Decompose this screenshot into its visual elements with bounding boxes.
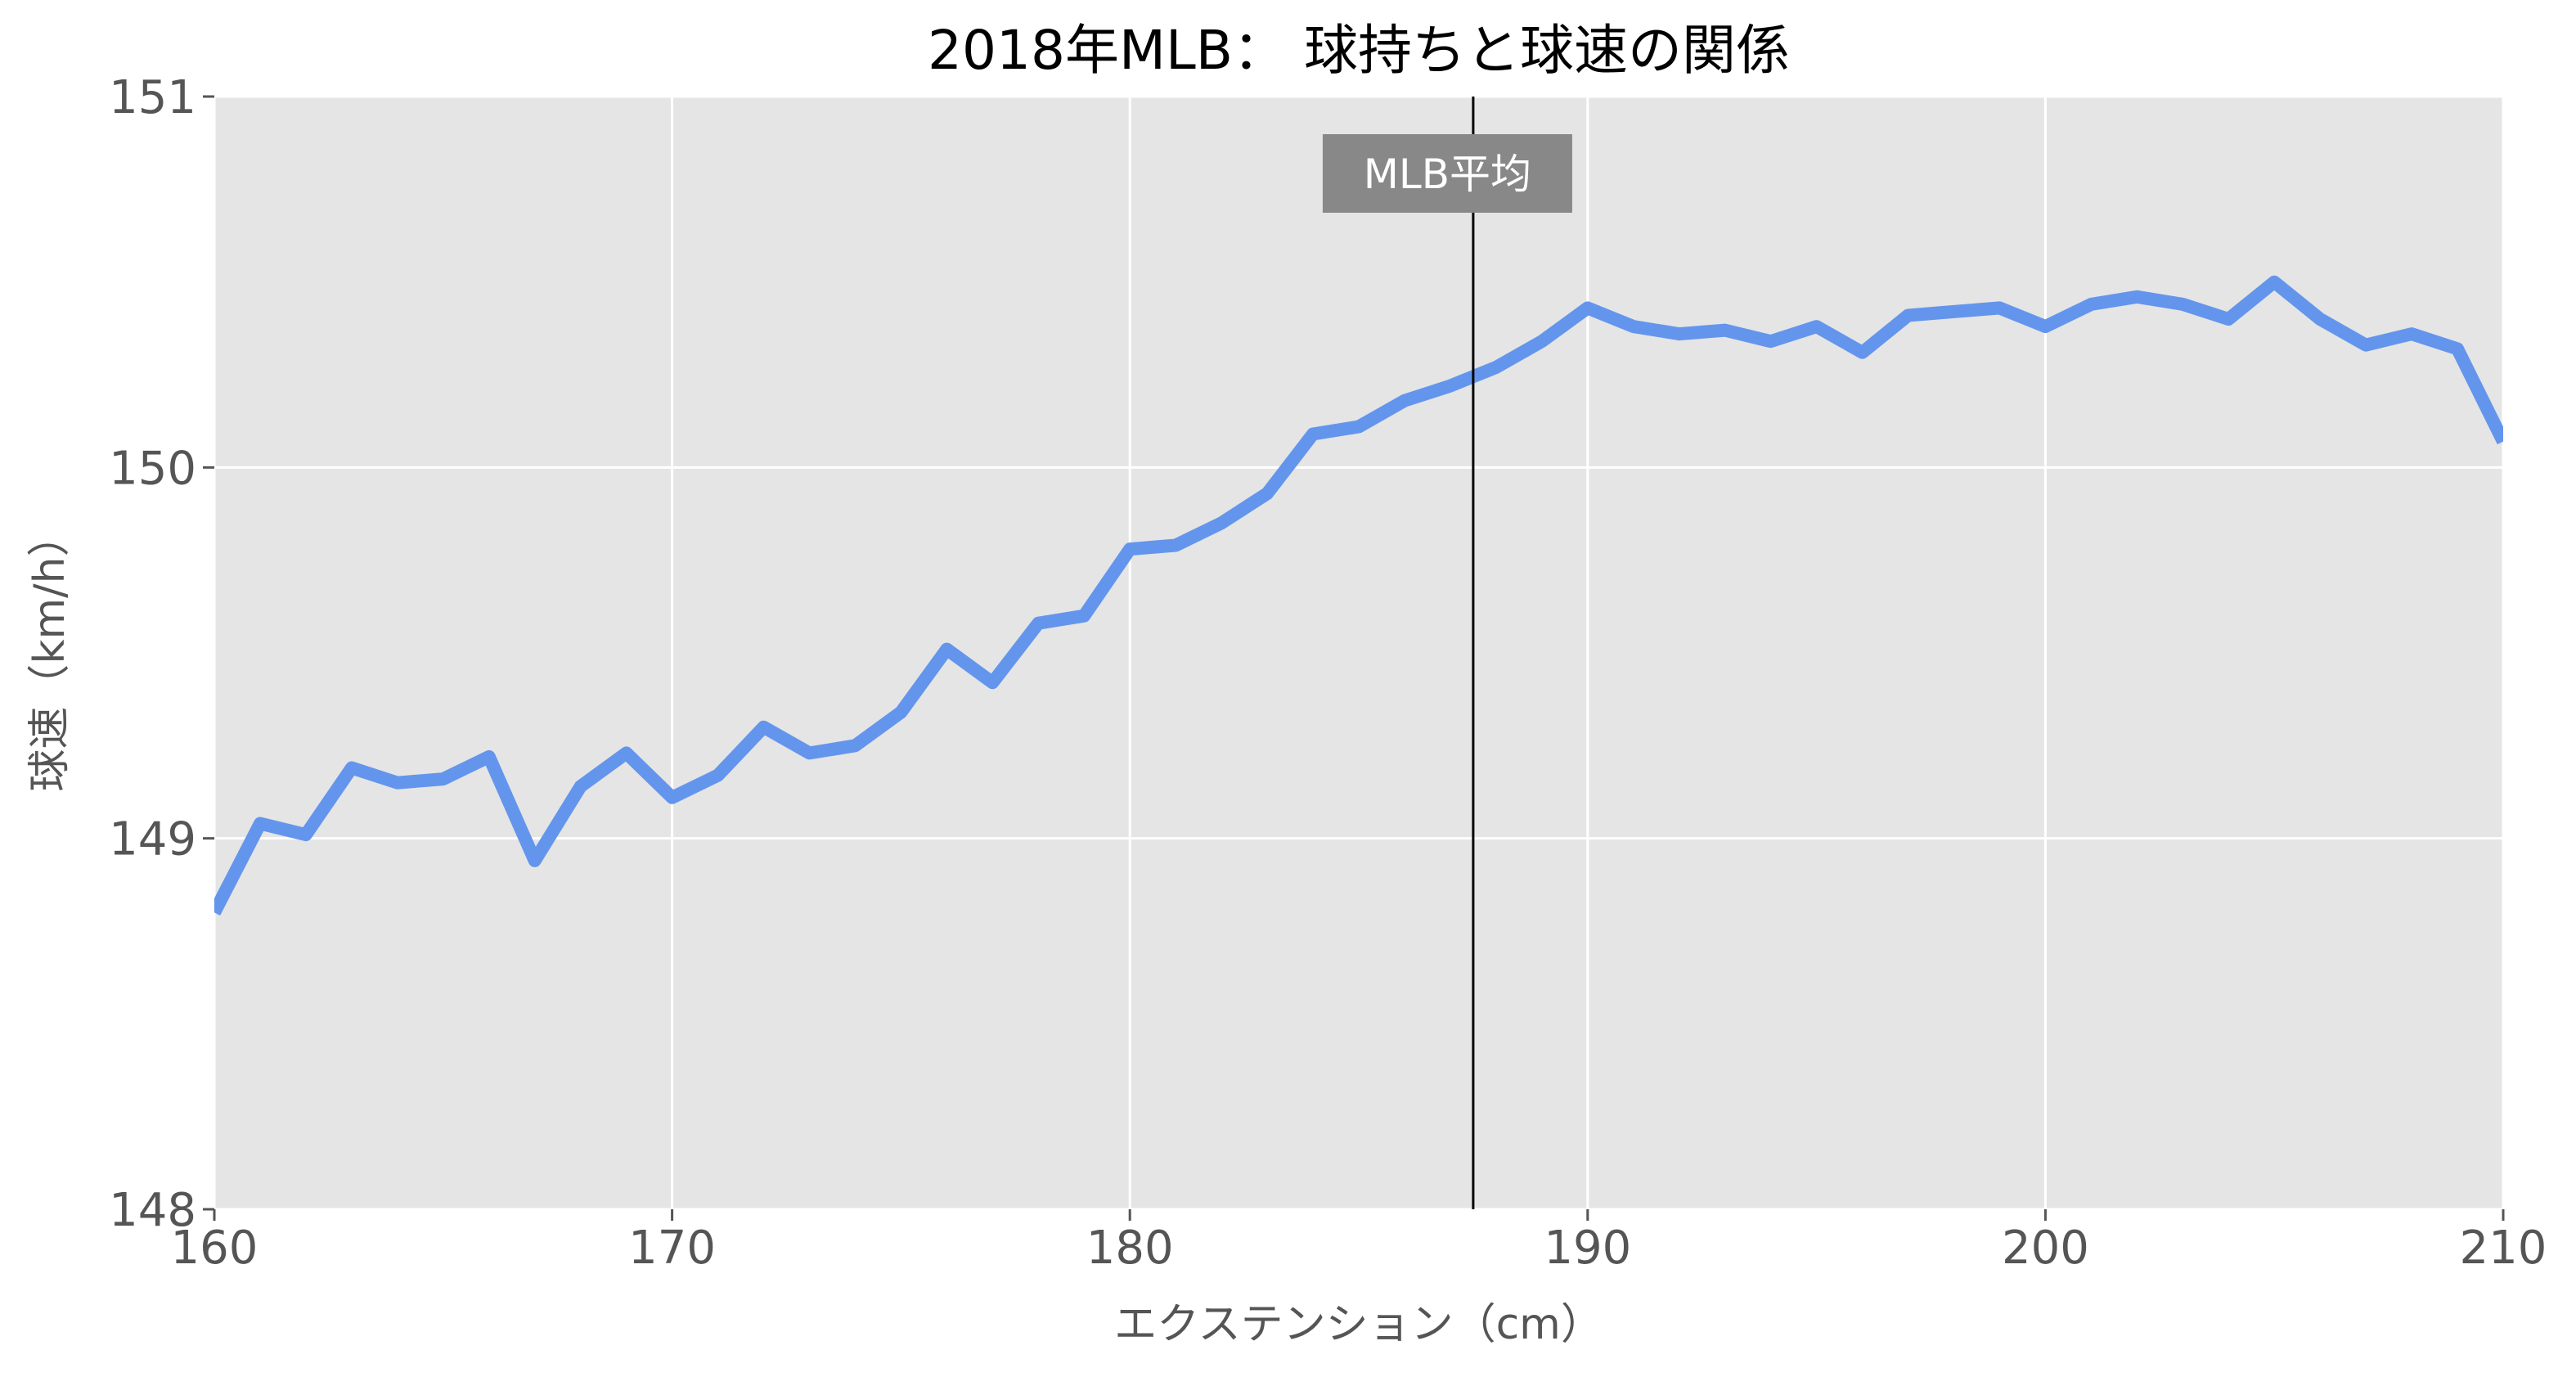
- series-line: [214, 275, 2503, 916]
- data-point: [2409, 331, 2414, 336]
- plot-background: [214, 97, 2503, 1209]
- data-point: [1173, 543, 1178, 548]
- series-layer: [212, 275, 2506, 916]
- data-point: [1127, 547, 1132, 551]
- data-point: [1081, 614, 1086, 619]
- data-point: [1997, 305, 2002, 310]
- y-tick-label: 151: [109, 71, 196, 124]
- data-point: [944, 646, 949, 651]
- data-point: [1860, 350, 1865, 355]
- axis-ticks: 160 170 180 190 200 210 148 149 150 151: [109, 71, 2547, 1275]
- x-tick-label: 200: [2002, 1222, 2089, 1275]
- data-point: [303, 832, 308, 837]
- x-axis-label: エクステンション（cm）: [1114, 1300, 1603, 1349]
- data-point: [395, 781, 400, 785]
- y-tick-label: 149: [109, 813, 196, 866]
- data-point: [1631, 324, 1636, 329]
- data-point: [716, 773, 721, 778]
- data-point: [898, 710, 903, 715]
- x-tick-label: 180: [1086, 1222, 1174, 1275]
- y-tick-label: 150: [109, 442, 196, 495]
- data-point: [1723, 328, 1728, 333]
- data-point: [2226, 317, 2231, 322]
- x-tick-label: 190: [1544, 1222, 1631, 1275]
- data-point: [487, 754, 492, 759]
- data-point: [1769, 339, 1774, 344]
- data-point: [807, 750, 811, 755]
- data-point: [2363, 343, 2368, 348]
- x-tick-label: 210: [2460, 1222, 2547, 1275]
- data-point: [2134, 295, 2139, 299]
- data-point: [2318, 317, 2322, 322]
- data-point: [1906, 313, 1911, 317]
- data-point: [1540, 339, 1544, 344]
- data-point: [624, 750, 629, 755]
- data-point: [1951, 309, 1956, 314]
- data-point: [578, 784, 583, 789]
- reference-layer: MLB平均: [1322, 97, 1572, 1209]
- data-point: [258, 821, 263, 826]
- data-point: [852, 743, 857, 748]
- data-point: [670, 795, 675, 800]
- data-point: [2272, 280, 2277, 285]
- data-point: [2501, 439, 2506, 444]
- data-point: [762, 725, 767, 730]
- reference-label: MLB平均: [1364, 151, 1531, 198]
- data-point: [1356, 424, 1361, 429]
- data-point: [1036, 621, 1041, 626]
- data-point: [2043, 324, 2048, 329]
- grid: [213, 95, 2505, 1211]
- data-point: [2180, 302, 2185, 307]
- data-point: [990, 680, 995, 685]
- data-point: [1310, 432, 1315, 437]
- data-point: [1814, 324, 1819, 329]
- data-point: [1219, 520, 1224, 525]
- data-point: [1265, 491, 1270, 496]
- y-tick-label: 148: [109, 1184, 196, 1237]
- y-axis-label: 球速（km/h）: [25, 514, 74, 791]
- data-point: [1448, 384, 1453, 389]
- x-tick-label: 170: [628, 1222, 716, 1275]
- data-point: [1677, 331, 1682, 336]
- data-point: [2088, 302, 2093, 307]
- chart-title: 2018年MLB： 球持ちと球速の関係: [928, 19, 1790, 82]
- data-point: [2455, 346, 2460, 351]
- x-tick-label: 160: [171, 1222, 258, 1275]
- data-point: [533, 858, 537, 863]
- data-point: [441, 776, 446, 781]
- data-point: [1402, 398, 1407, 403]
- data-point: [212, 910, 217, 915]
- data-point: [1585, 305, 1590, 310]
- data-point: [349, 766, 354, 771]
- reference-label-box: [1322, 134, 1572, 213]
- data-point: [1494, 365, 1499, 370]
